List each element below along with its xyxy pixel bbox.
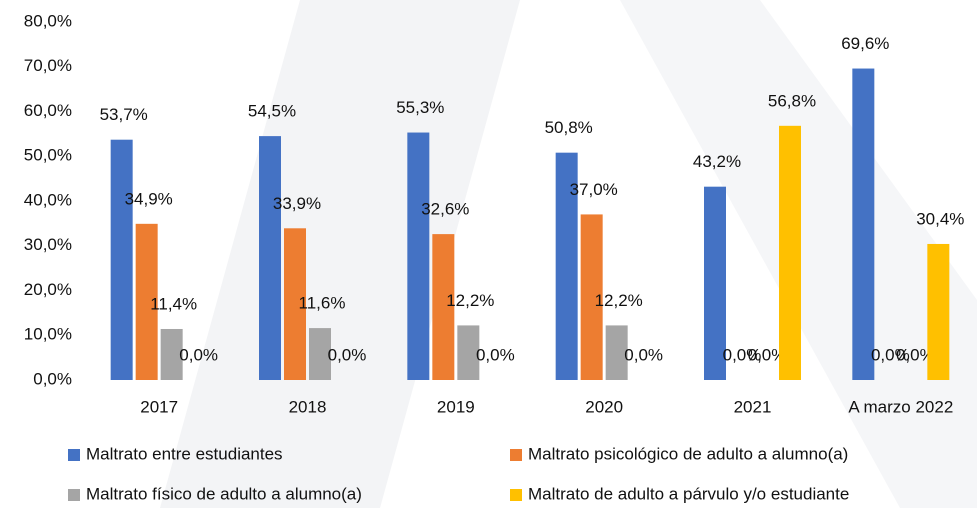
legend-swatch xyxy=(68,489,80,501)
value-label: 33,9% xyxy=(273,194,321,213)
x-tick-label: 2021 xyxy=(734,397,772,416)
value-label: 53,7% xyxy=(100,105,148,124)
legend-label: Maltrato entre estudiantes xyxy=(86,444,283,463)
value-label: 0,0% xyxy=(748,345,787,364)
value-label: 37,0% xyxy=(570,180,618,199)
bar xyxy=(457,325,480,380)
legend-swatch xyxy=(510,449,522,461)
y-tick-label: 60,0% xyxy=(24,101,72,120)
value-label: 0,0% xyxy=(896,345,935,364)
value-label: 12,2% xyxy=(595,291,643,310)
bar xyxy=(927,243,950,380)
y-tick-label: 80,0% xyxy=(24,11,72,30)
bar xyxy=(779,125,801,380)
legend-label: Maltrato psicológico de adulto a alumno(… xyxy=(528,444,848,463)
value-label: 55,3% xyxy=(396,98,444,117)
bar xyxy=(704,186,726,380)
bar xyxy=(852,68,875,380)
value-label: 30,4% xyxy=(916,209,964,228)
value-label: 11,6% xyxy=(299,294,346,313)
value-label: 11,4% xyxy=(150,294,197,313)
x-tick-label: A marzo 2022 xyxy=(848,397,953,416)
bar xyxy=(309,328,331,380)
y-tick-label: 30,0% xyxy=(24,235,72,254)
value-label: 0,0% xyxy=(871,345,910,364)
legend-label: Maltrato de adulto a párvulo y/o estudia… xyxy=(528,484,849,503)
y-tick-label: 0,0% xyxy=(33,369,72,388)
bar xyxy=(284,228,306,380)
value-label: 0,0% xyxy=(624,345,663,364)
y-tick-label: 40,0% xyxy=(24,190,72,209)
value-label: 56,8% xyxy=(768,91,816,110)
value-label: 43,2% xyxy=(693,152,741,171)
y-tick-label: 20,0% xyxy=(24,280,72,299)
value-label: 34,9% xyxy=(125,189,173,208)
y-tick-label: 50,0% xyxy=(24,146,72,165)
bar xyxy=(407,132,430,380)
x-tick-label: 2020 xyxy=(585,397,623,416)
bar xyxy=(110,139,133,380)
x-tick-label: 2017 xyxy=(140,397,178,416)
value-label: 69,6% xyxy=(841,34,889,53)
value-label: 0,0% xyxy=(328,345,367,364)
value-label: 54,5% xyxy=(248,102,296,121)
value-label: 0,0% xyxy=(476,345,515,364)
value-label: 0,0% xyxy=(723,345,762,364)
bar xyxy=(555,152,578,380)
bar xyxy=(605,325,628,380)
value-label: 0,0% xyxy=(179,345,218,364)
legend-swatch xyxy=(510,489,522,501)
bar xyxy=(432,234,455,380)
legend-label: Maltrato físico de adulto a alumno(a) xyxy=(86,484,362,503)
legend-swatch xyxy=(68,449,80,461)
value-label: 32,6% xyxy=(421,200,469,219)
bar xyxy=(580,214,603,380)
bar xyxy=(160,328,183,380)
bar xyxy=(259,136,281,380)
x-tick-label: 2019 xyxy=(437,397,475,416)
background-shape xyxy=(160,0,520,508)
bar xyxy=(135,223,158,380)
value-label: 12,2% xyxy=(446,291,494,310)
x-tick-label: 2018 xyxy=(289,397,327,416)
y-tick-label: 10,0% xyxy=(24,325,72,344)
y-tick-label: 70,0% xyxy=(24,56,72,75)
value-label: 50,8% xyxy=(545,118,593,137)
